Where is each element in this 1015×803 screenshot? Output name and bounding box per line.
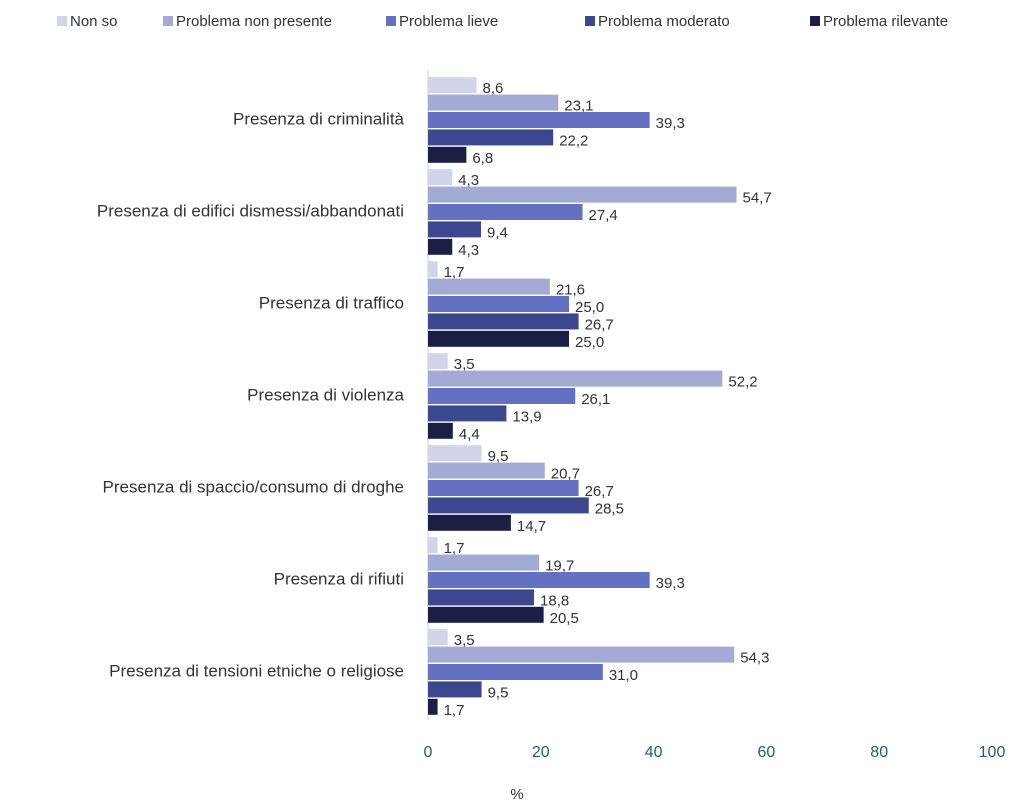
legend-label: Problema non presente bbox=[176, 13, 332, 30]
bar bbox=[428, 261, 438, 278]
bar bbox=[428, 77, 477, 94]
bar bbox=[428, 94, 559, 111]
data-label: 1,7 bbox=[444, 702, 465, 719]
bar bbox=[428, 462, 545, 479]
data-label: 1,7 bbox=[444, 264, 465, 281]
data-label: 8,6 bbox=[483, 80, 504, 97]
bar bbox=[428, 278, 550, 295]
bar bbox=[428, 606, 544, 623]
y-tick-label: Presenza di spaccio/consumo di droghe bbox=[103, 477, 404, 496]
y-tick-label: Presenza di rifiuti bbox=[274, 569, 404, 588]
data-label: 6,8 bbox=[472, 150, 493, 167]
bar bbox=[428, 313, 579, 330]
bar bbox=[428, 497, 589, 514]
data-label: 13,9 bbox=[512, 408, 541, 425]
bar bbox=[428, 204, 583, 220]
bar bbox=[428, 589, 535, 606]
data-label: 23,1 bbox=[564, 98, 593, 115]
bar bbox=[428, 330, 569, 347]
bar bbox=[428, 646, 735, 663]
data-label: 31,0 bbox=[609, 667, 638, 684]
data-label: 1,7 bbox=[444, 540, 465, 557]
bar bbox=[428, 169, 453, 186]
data-label: 4,3 bbox=[458, 242, 479, 259]
bar bbox=[428, 129, 554, 146]
data-label: 26,7 bbox=[585, 483, 614, 500]
y-tick-label: Presenza di edifici dismessi/abbandonati bbox=[97, 201, 404, 220]
x-tick-label: 0 bbox=[424, 744, 433, 761]
x-tick-label: 100 bbox=[979, 744, 1006, 761]
bar bbox=[428, 353, 448, 370]
bar bbox=[428, 146, 467, 163]
data-label: 19,7 bbox=[545, 558, 574, 575]
bar bbox=[428, 422, 453, 439]
data-label: 28,5 bbox=[595, 500, 624, 517]
bar bbox=[428, 664, 603, 680]
bar bbox=[428, 238, 453, 255]
bar bbox=[428, 186, 737, 203]
bar bbox=[428, 572, 650, 588]
data-label: 25,0 bbox=[575, 334, 604, 351]
data-label: 4,4 bbox=[459, 426, 480, 443]
data-label: 26,1 bbox=[581, 391, 610, 408]
bar bbox=[428, 296, 569, 312]
bar bbox=[428, 370, 723, 387]
y-tick-label: Presenza di traffico bbox=[259, 293, 404, 312]
data-label: 20,5 bbox=[550, 610, 579, 627]
x-tick-label: 60 bbox=[758, 744, 776, 761]
bar bbox=[428, 698, 438, 715]
bar bbox=[428, 480, 579, 496]
y-tick-label: Presenza di criminalità bbox=[233, 109, 405, 128]
x-tick-label: 20 bbox=[532, 744, 550, 761]
y-tick-label: Presenza di violenza bbox=[247, 385, 404, 404]
data-label: 9,5 bbox=[488, 684, 509, 701]
data-label: 9,5 bbox=[488, 448, 509, 465]
bar bbox=[428, 514, 511, 531]
bar bbox=[428, 112, 650, 128]
bar bbox=[428, 221, 482, 238]
data-label: 39,3 bbox=[656, 115, 685, 132]
bar bbox=[428, 554, 540, 571]
data-label: 54,7 bbox=[743, 190, 772, 207]
data-label: 4,3 bbox=[458, 172, 479, 189]
bar bbox=[428, 405, 507, 422]
data-label: 52,2 bbox=[728, 374, 757, 391]
data-label: 27,4 bbox=[589, 207, 618, 224]
data-label: 3,5 bbox=[454, 632, 475, 649]
data-label: 9,4 bbox=[487, 224, 508, 241]
legend-label: Non so bbox=[70, 13, 118, 30]
data-label: 14,7 bbox=[517, 518, 546, 535]
legend-swatch bbox=[57, 16, 67, 26]
x-tick-label: 40 bbox=[645, 744, 663, 761]
legend-swatch bbox=[810, 16, 820, 26]
legend-swatch bbox=[585, 16, 595, 26]
data-label: 39,3 bbox=[656, 575, 685, 592]
bar bbox=[428, 537, 438, 554]
legend-swatch bbox=[386, 16, 396, 26]
y-tick-label: Presenza di tensioni etniche o religiose bbox=[109, 661, 404, 680]
legend-swatch bbox=[163, 16, 173, 26]
data-label: 18,8 bbox=[540, 592, 569, 609]
data-label: 25,0 bbox=[575, 299, 604, 316]
bar bbox=[428, 629, 448, 646]
data-label: 22,2 bbox=[559, 132, 588, 149]
legend-label: Problema moderato bbox=[598, 13, 730, 30]
bar bbox=[428, 388, 576, 404]
data-label: 54,3 bbox=[740, 650, 769, 667]
data-label: 3,5 bbox=[454, 356, 475, 373]
bar bbox=[428, 445, 482, 462]
data-label: 21,6 bbox=[556, 282, 585, 299]
bar bbox=[428, 681, 482, 698]
data-label: 20,7 bbox=[551, 466, 580, 483]
legend-label: Problema rilevante bbox=[823, 13, 948, 30]
x-tick-label: 80 bbox=[870, 744, 888, 761]
data-label: 26,7 bbox=[585, 316, 614, 333]
legend-label: Problema lieve bbox=[399, 13, 498, 30]
x-axis-label: % bbox=[510, 786, 523, 803]
